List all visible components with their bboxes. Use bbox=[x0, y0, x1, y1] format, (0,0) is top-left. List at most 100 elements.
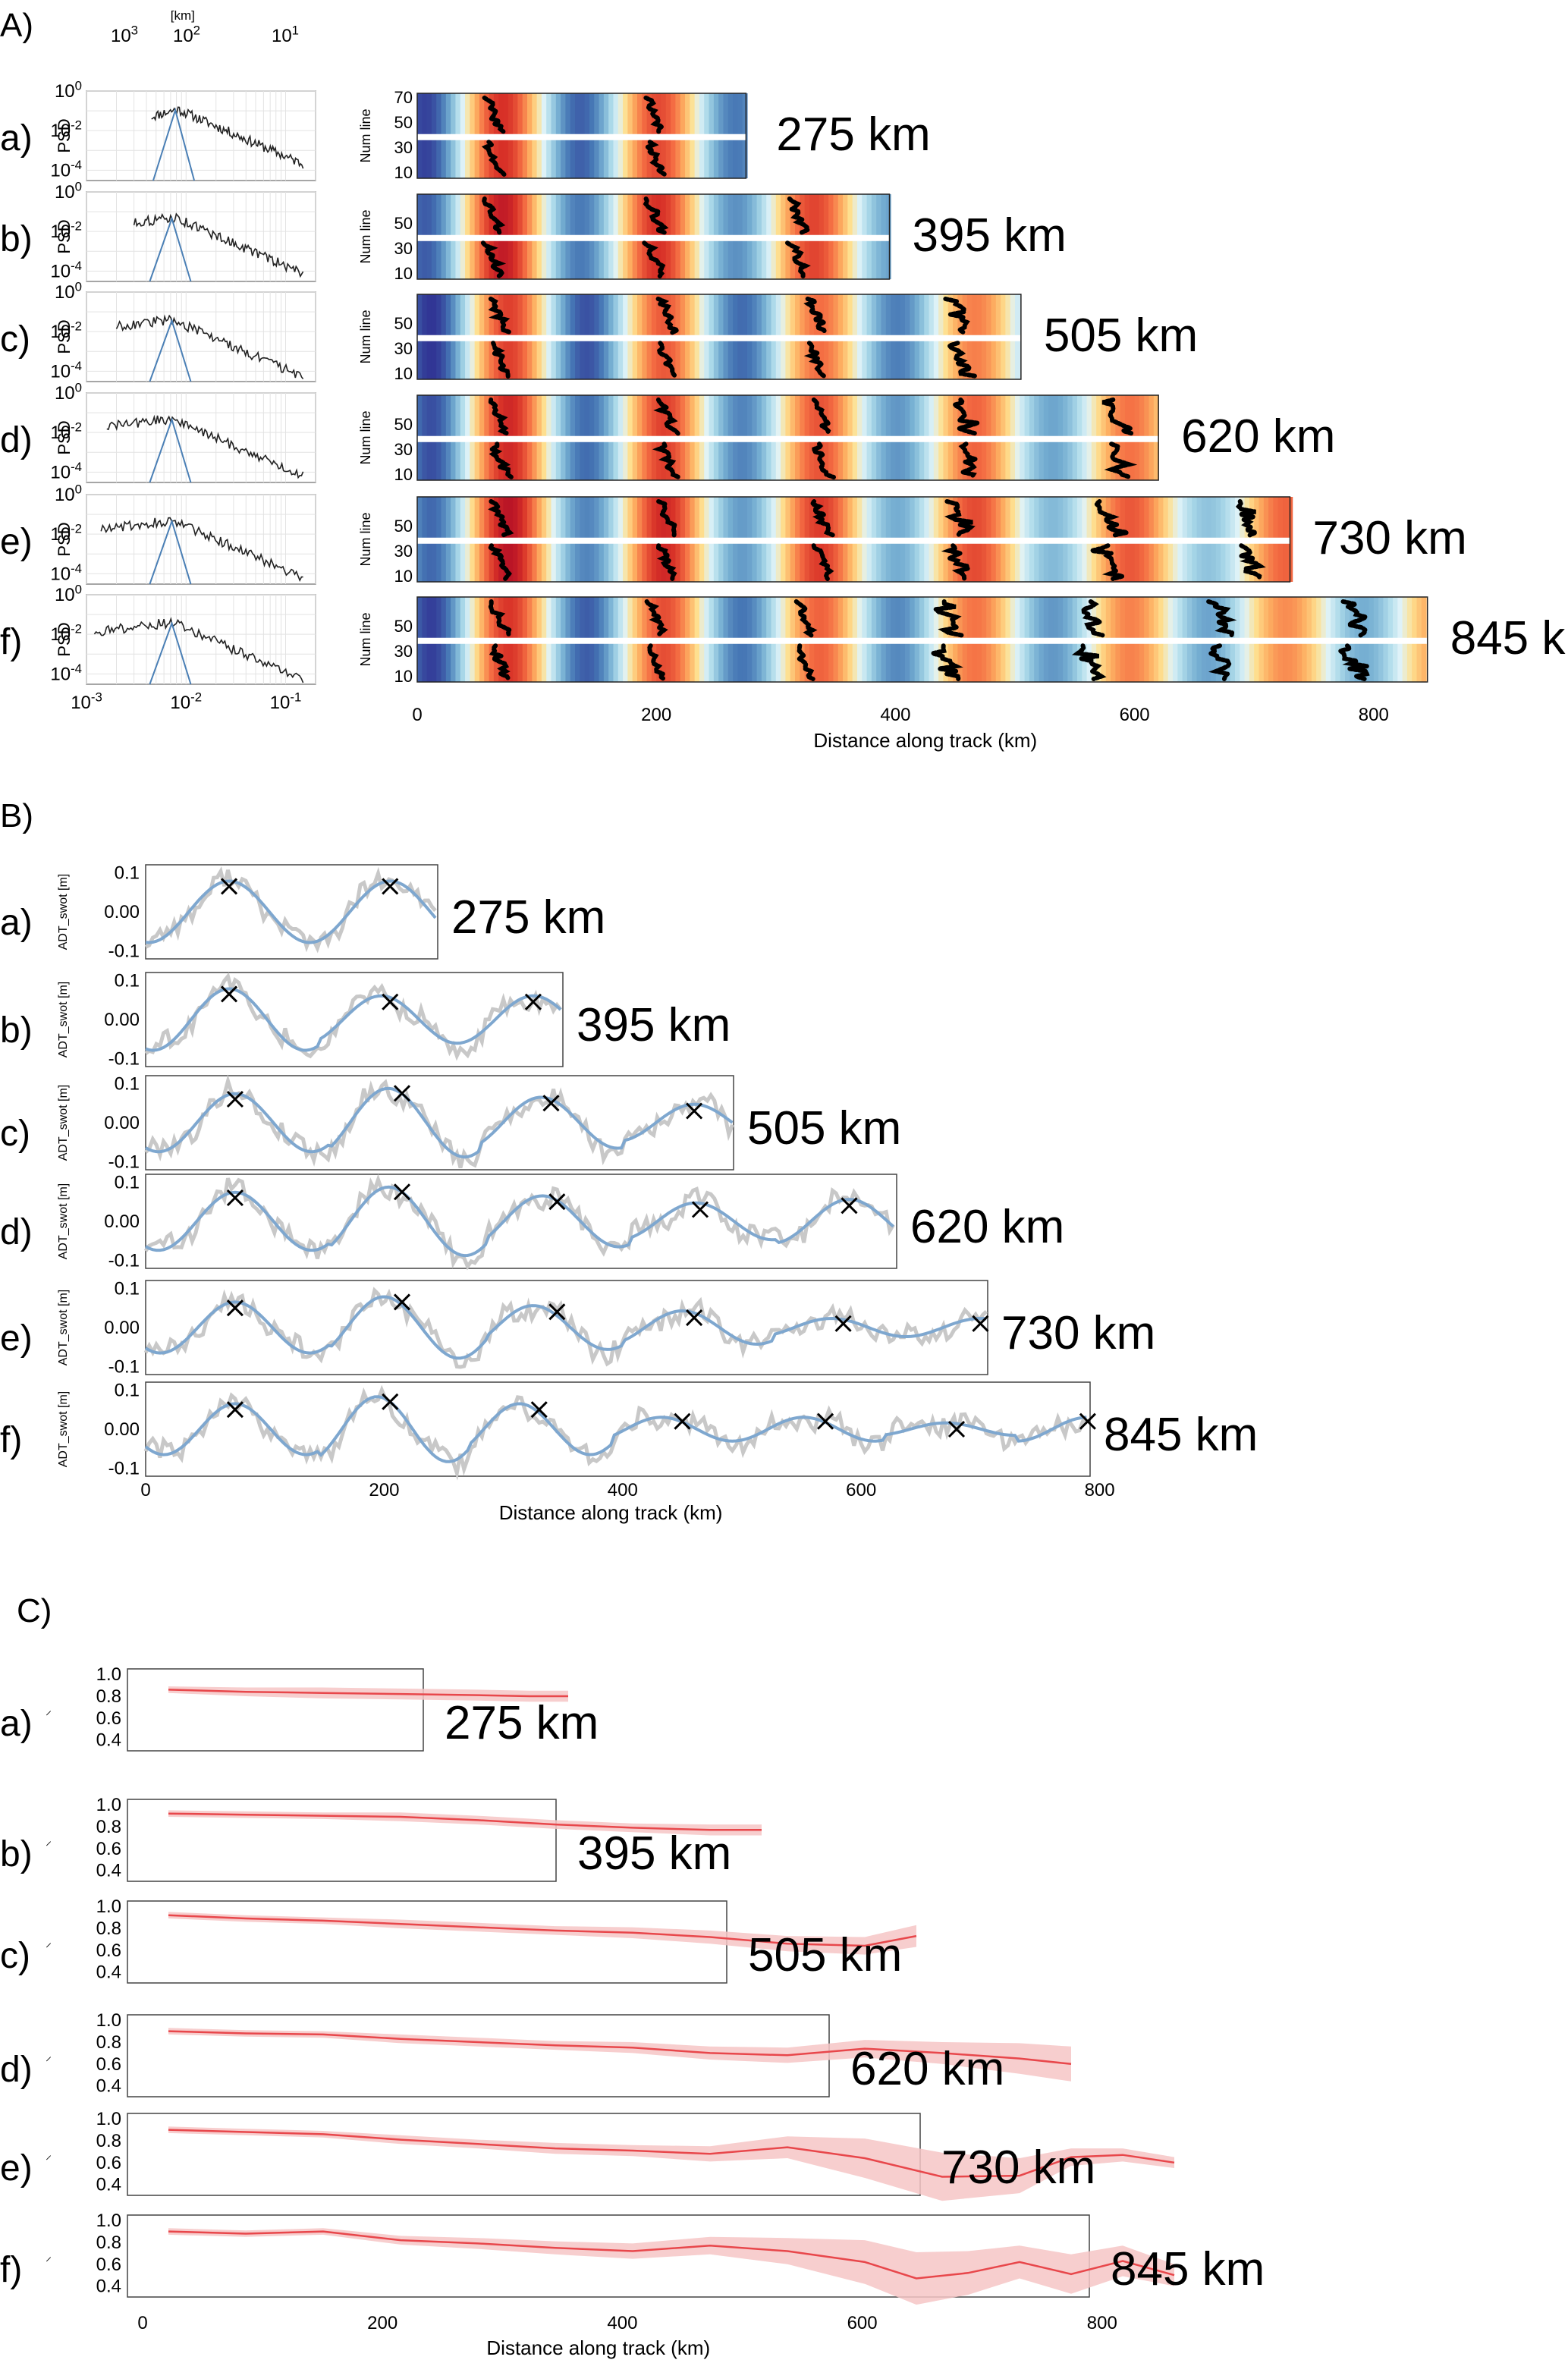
correlation-x-tick: 0 bbox=[137, 2313, 147, 2333]
hovmoller-crest-track bbox=[644, 599, 668, 638]
profile-crest-marker bbox=[1079, 1412, 1096, 1430]
hovmoller-crest-track bbox=[803, 297, 831, 335]
psd-spectrum-line bbox=[93, 617, 304, 683]
hovmoller-y-tick: 10 bbox=[394, 264, 413, 283]
profile-crest-marker bbox=[226, 1299, 244, 1317]
correlation-mean-line bbox=[168, 2230, 1175, 2280]
hovmoller-separator bbox=[417, 537, 1290, 544]
psd-y-tick: 100 bbox=[55, 482, 82, 505]
profile-x-tick: 400 bbox=[608, 1480, 638, 1500]
profile-y-tick: -0.1 bbox=[108, 1049, 140, 1070]
correlation-y-tick: 0.4 bbox=[96, 1861, 121, 1881]
row-label-b: b) bbox=[0, 219, 33, 259]
profile-crest-marker bbox=[691, 1201, 709, 1218]
hovmoller-y-tick: 30 bbox=[394, 440, 413, 459]
hovmoller-y-tick: 30 bbox=[394, 339, 413, 358]
hovmoller-crest-track bbox=[656, 499, 678, 538]
hovmoller-y-tick: 50 bbox=[394, 415, 413, 434]
row-label-b-1: b) bbox=[0, 1010, 33, 1051]
hovmoller-x-tick: 0 bbox=[412, 705, 422, 725]
correlation-band bbox=[168, 2126, 1174, 2201]
hovmoller-crest-track bbox=[944, 499, 976, 538]
psd-y-tick: 100 bbox=[55, 380, 82, 404]
correlation-y-glyph: ⸝ bbox=[46, 2149, 52, 2162]
hovmoller-crest-track bbox=[811, 543, 834, 581]
length-label-c-2: 505 km bbox=[748, 1929, 902, 1981]
hovmoller-crest-track bbox=[1071, 643, 1107, 681]
psd-spectrum-line bbox=[100, 517, 303, 582]
hovmoller-y-label: Num line bbox=[358, 209, 373, 263]
psd-y-label: PSD bbox=[55, 118, 74, 152]
hovmoller-crest-track bbox=[482, 96, 506, 134]
hovmoller-y-tick: 10 bbox=[394, 465, 413, 484]
correlation-y-tick: 1.0 bbox=[96, 1795, 121, 1815]
profile-crest-marker bbox=[382, 878, 399, 895]
psd-y-tick: 10-4 bbox=[50, 359, 82, 382]
psd-y-tick: 100 bbox=[55, 279, 82, 303]
length-label-b-1: 395 km bbox=[577, 999, 731, 1051]
psd-y-tick: 100 bbox=[55, 582, 82, 605]
profile-y-label: ADT_swot [m] bbox=[57, 1085, 70, 1161]
row-label-b-0: a) bbox=[0, 903, 33, 943]
profile-x-tick: 200 bbox=[369, 1480, 399, 1500]
correlation-y-tick: 0.8 bbox=[96, 1686, 121, 1707]
profile-frame bbox=[145, 972, 564, 1067]
profile-crest-marker bbox=[524, 993, 542, 1010]
row-label-e: e) bbox=[0, 522, 33, 562]
profile-y-tick: 0.00 bbox=[104, 1113, 140, 1133]
profile-panel: 0.1 0.00 -0.1 ADT_swot [m] bbox=[57, 1380, 1096, 1481]
correlation-mean-line bbox=[168, 2030, 1072, 2066]
correlation-y-tick: 0.6 bbox=[96, 1708, 121, 1729]
psd-y-tick: 10-4 bbox=[50, 259, 82, 282]
profile-crest-marker bbox=[226, 1189, 244, 1207]
psd-y-label: PSD bbox=[55, 420, 74, 454]
hovmoller-crest-track bbox=[1235, 499, 1262, 538]
length-label-c-4: 730 km bbox=[941, 2141, 1095, 2194]
profile-crest-marker bbox=[548, 1303, 566, 1321]
hovmoller-panel: 50 30 10 Num line bbox=[358, 193, 891, 283]
correlation-x-tick: 600 bbox=[847, 2313, 878, 2333]
profile-fitted-line bbox=[145, 879, 437, 944]
hovmoller-separator bbox=[417, 435, 1159, 442]
hovmoller-crest-track bbox=[488, 397, 510, 436]
profile-crest-marker bbox=[220, 985, 238, 1003]
hovmoller-crest-track bbox=[809, 499, 836, 538]
correlation-mean-line bbox=[168, 1812, 762, 1831]
psd-panel: 100 10-2 10-4 PSD bbox=[50, 482, 316, 585]
hovmoller-y-label: Num line bbox=[358, 310, 373, 363]
correlation-mean-line bbox=[168, 2129, 1175, 2178]
correlation-y-tick: 0.6 bbox=[96, 2255, 121, 2275]
correlation-panel: 1.00.80.60.4 ⸝ bbox=[46, 1664, 568, 1752]
correlation-panel: 1.00.80.60.4 ⸝ bbox=[46, 2211, 1175, 2305]
hovmoller-y-tick: 10 bbox=[394, 364, 413, 383]
hovmoller-crest-track bbox=[945, 341, 979, 379]
profile-crest-marker bbox=[382, 1393, 399, 1410]
row-label-c-3: d) bbox=[0, 2050, 33, 2090]
profile-y-tick: -0.1 bbox=[108, 1459, 140, 1479]
row-label-c-5: f) bbox=[0, 2250, 22, 2290]
profile-crest-marker bbox=[226, 1401, 244, 1419]
length-label-b-4: 730 km bbox=[1001, 1307, 1155, 1359]
profile-crest-marker bbox=[393, 1085, 411, 1102]
hovmoller-crest-track bbox=[488, 499, 514, 538]
hovmoller-crest-track bbox=[487, 543, 512, 581]
psd-y-tick: 10-2 bbox=[50, 118, 82, 142]
correlation-y-tick: 0.8 bbox=[96, 2032, 121, 2053]
hovmoller-y-label: Num line bbox=[358, 512, 373, 566]
hovmoller-crest-track bbox=[954, 441, 985, 479]
hovmoller-crest-track bbox=[643, 196, 669, 235]
correlation-y-tick: 0.8 bbox=[96, 2131, 121, 2151]
profile-y-tick: 0.1 bbox=[115, 863, 140, 883]
hovmoller-separator bbox=[417, 134, 746, 140]
correlation-y-tick: 0.8 bbox=[96, 2233, 121, 2253]
hovmoller-crest-track bbox=[1091, 543, 1123, 581]
psd-fit-peak-line bbox=[149, 416, 192, 483]
hovmoller-frame bbox=[416, 294, 1022, 380]
profile-fitted-line bbox=[145, 987, 562, 1052]
profile-x-tick: 800 bbox=[1085, 1480, 1115, 1500]
correlation-y-glyph: ⸝ bbox=[46, 1705, 52, 1717]
section-label-b: B) bbox=[0, 797, 33, 834]
correlation-y-tick: 1.0 bbox=[96, 2211, 121, 2231]
hovmoller-y-tick: 30 bbox=[394, 642, 413, 661]
